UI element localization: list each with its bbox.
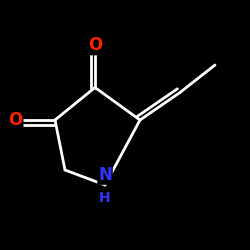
Text: H: H bbox=[99, 190, 111, 204]
Text: N: N bbox=[98, 166, 112, 184]
Text: O: O bbox=[88, 36, 102, 54]
Text: O: O bbox=[8, 111, 22, 129]
